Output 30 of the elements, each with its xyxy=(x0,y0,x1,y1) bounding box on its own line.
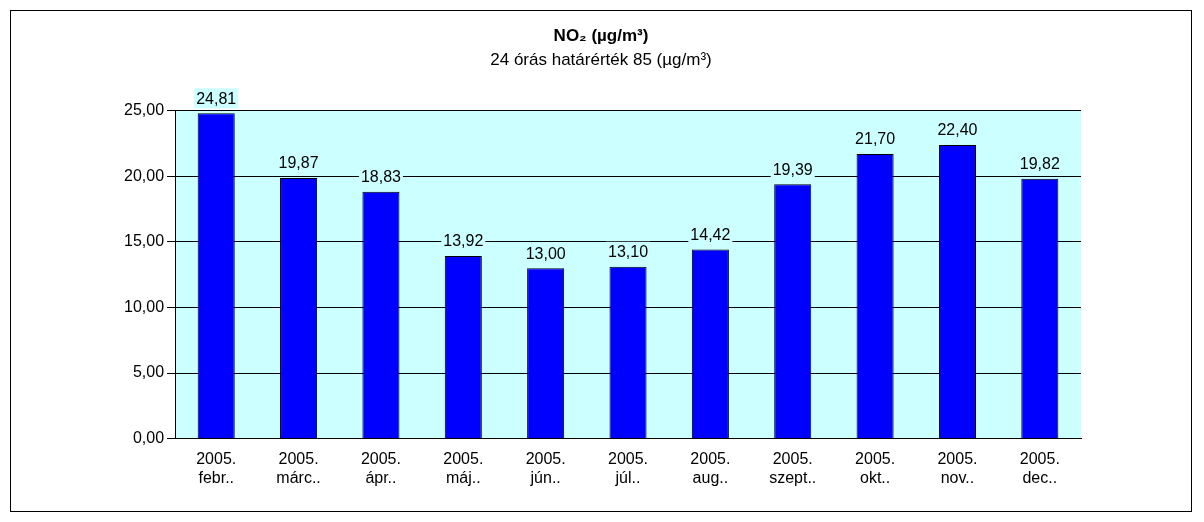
x-tick-label: 2005. máj.. xyxy=(443,449,484,486)
data-label: 18,83 xyxy=(360,168,402,186)
data-label: 13,00 xyxy=(525,244,566,262)
y-tick-label: 25,00 xyxy=(123,101,165,119)
data-label: 19,39 xyxy=(772,160,813,178)
x-tick-label: 2005. okt.. xyxy=(855,449,896,486)
y-tick-label: 5,00 xyxy=(132,363,165,381)
x-tick-label: 2005. dec.. xyxy=(1019,449,1060,486)
y-tick-label: 10,00 xyxy=(123,297,165,315)
y-tick-label: 20,00 xyxy=(123,166,165,184)
data-label: 13,92 xyxy=(443,232,484,250)
x-tick-label: 2005. jún.. xyxy=(525,449,566,486)
chart-subtitle: 24 órás határérték 85 (µg/m³) xyxy=(490,50,712,70)
data-label: 19,82 xyxy=(1019,155,1060,173)
data-label: 19,87 xyxy=(278,154,319,172)
data-label: 13,10 xyxy=(608,243,649,261)
data-label: 21,70 xyxy=(855,130,896,148)
x-tick-label: 2005. ápr.. xyxy=(360,449,401,486)
x-tick-label: 2005. aug.. xyxy=(690,449,731,486)
x-tick-label: 2005. júl.. xyxy=(608,449,649,486)
y-tick-label: 15,00 xyxy=(123,232,165,250)
x-tick-label: 2005. febr.. xyxy=(196,449,237,486)
x-tick-label: 2005. márc.. xyxy=(276,449,321,486)
data-label: 24,81 xyxy=(196,89,237,107)
data-label: 22,40 xyxy=(937,121,978,139)
x-tick-label: 2005. szept.. xyxy=(769,449,817,486)
chart-title: NO₂ (µg/m³) xyxy=(553,25,649,45)
y-tick-label: 0,00 xyxy=(132,429,165,447)
x-tick-label: 2005. nov.. xyxy=(937,449,978,486)
data-label: 14,42 xyxy=(690,225,731,243)
